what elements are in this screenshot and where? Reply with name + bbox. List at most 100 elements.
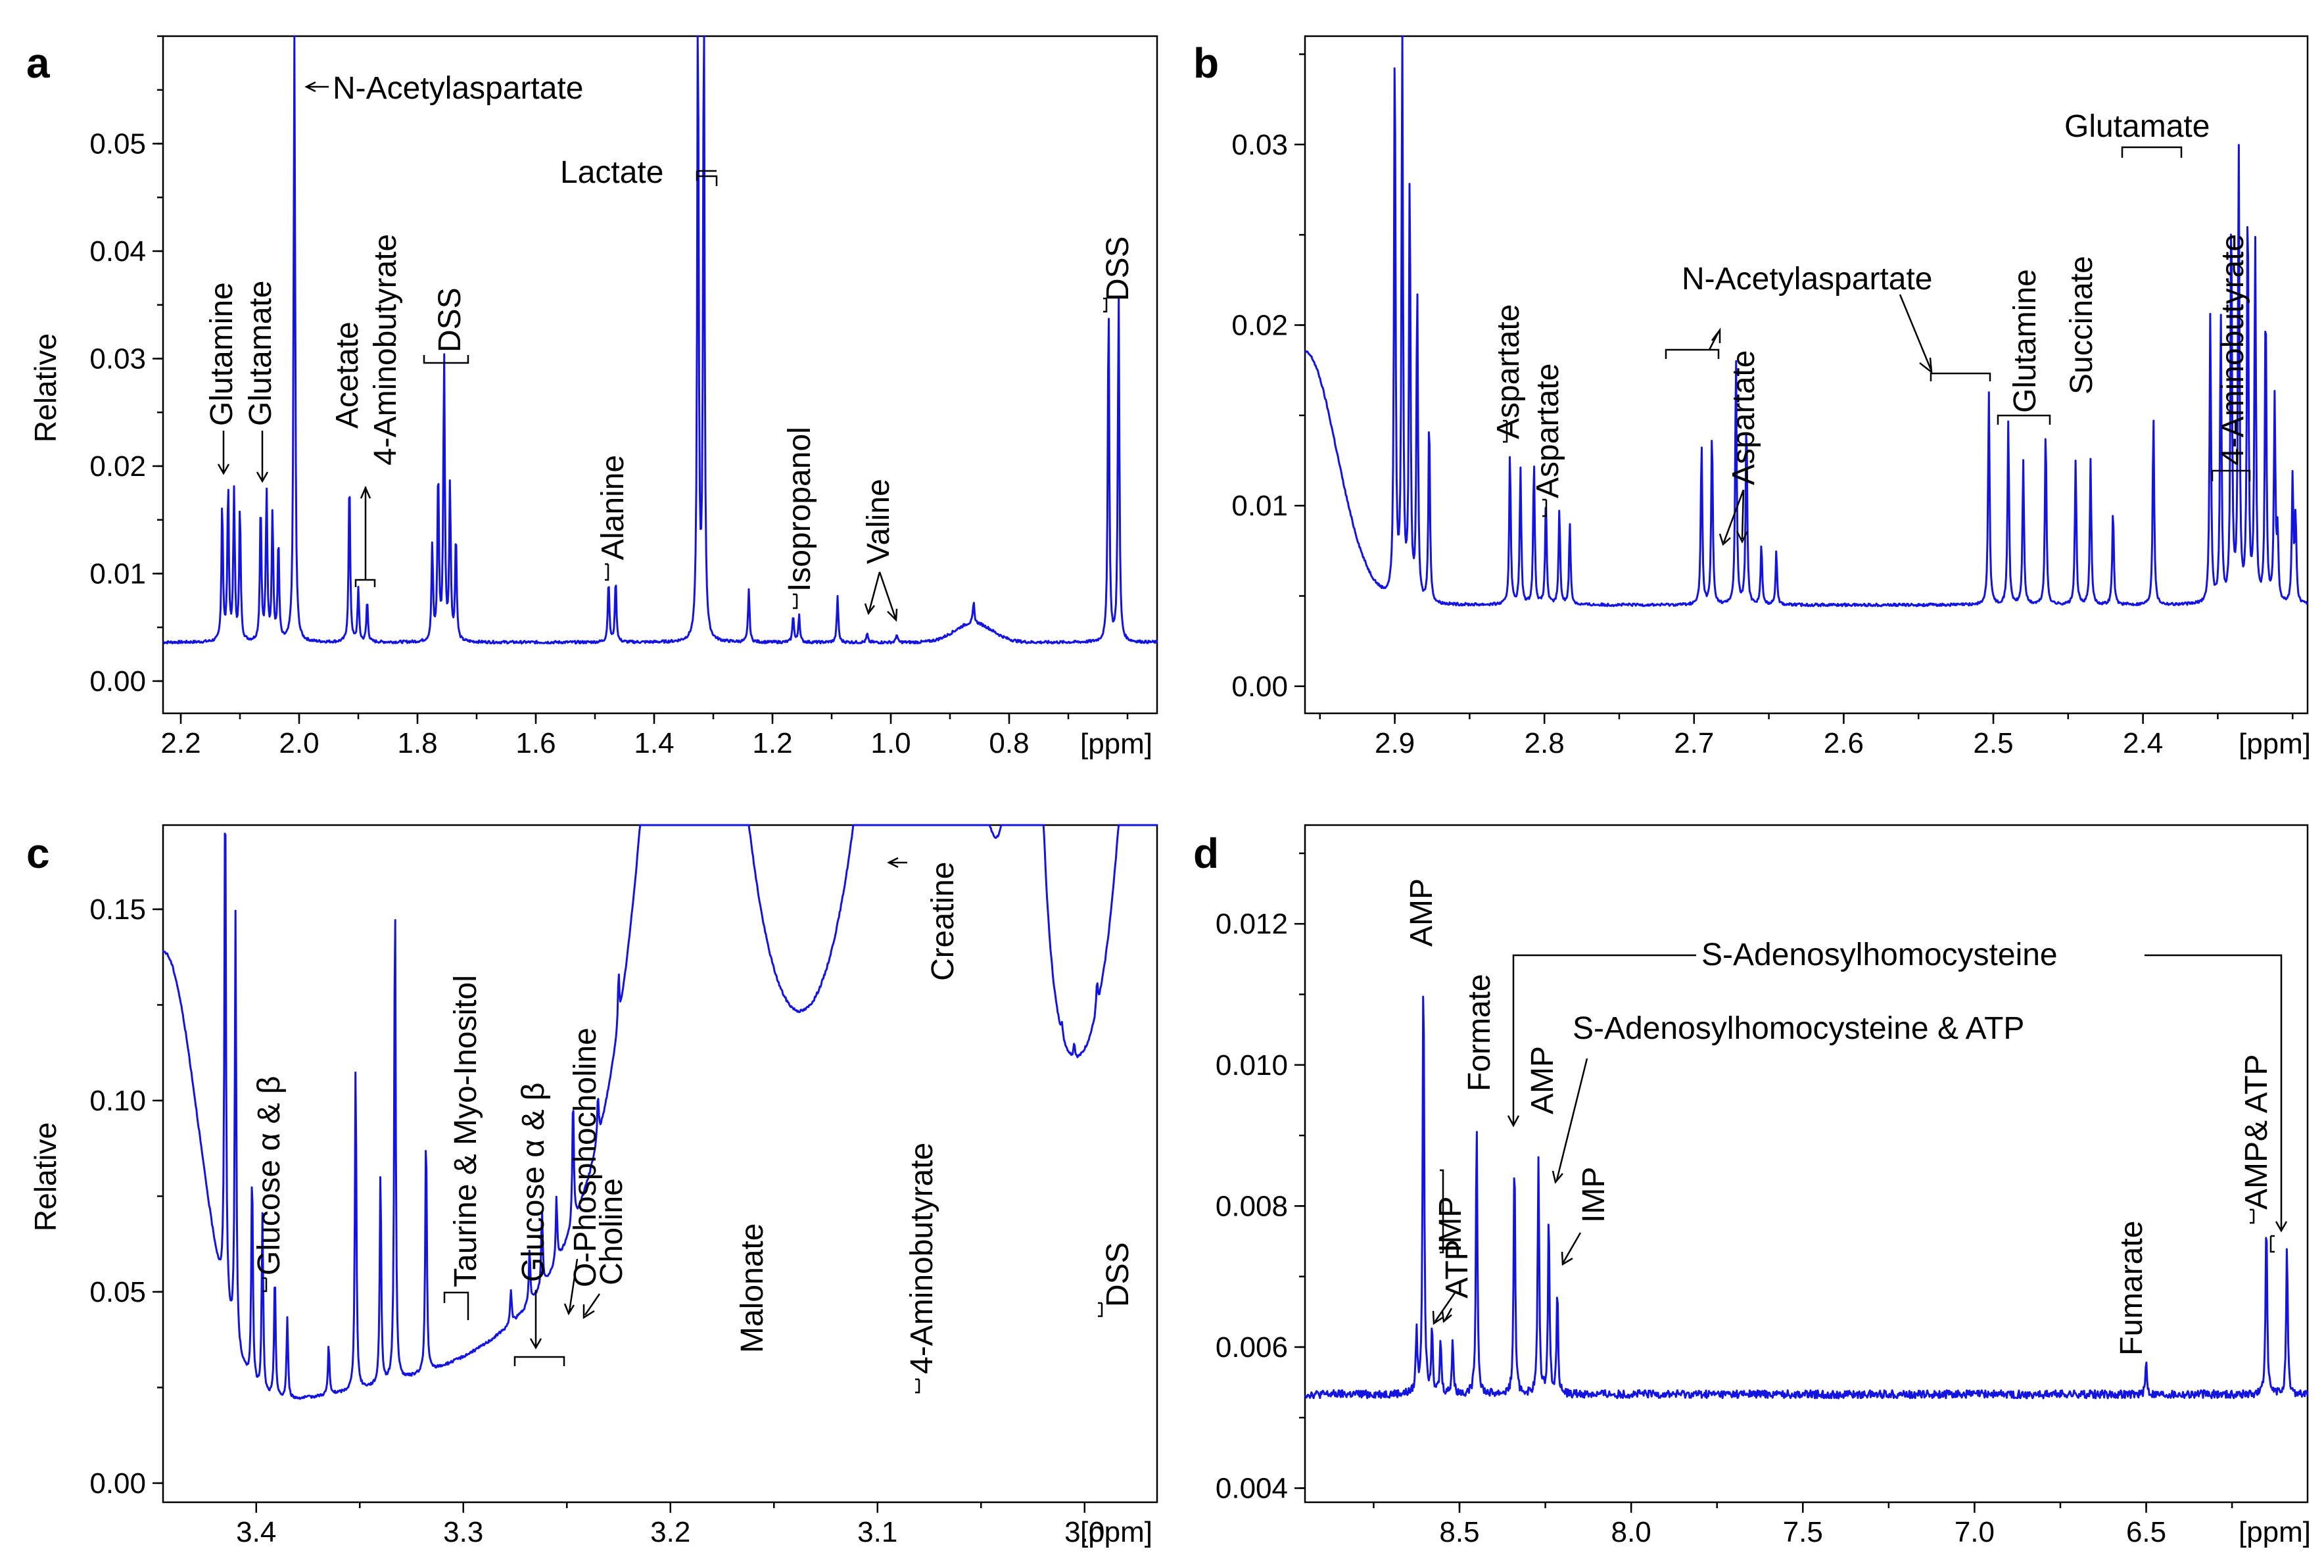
panel-b-spectrum <box>1304 35 2308 607</box>
anno-a-glutamine-arrow <box>217 431 230 475</box>
anno-b-gaba: 4-Aminobutyrate <box>2216 234 2250 465</box>
anno-d-fumarate: Fumarate <box>2114 1221 2149 1356</box>
panel-letter-d: d <box>1193 830 1219 877</box>
anno-b-aspartate1: Aspartate <box>1491 304 1526 439</box>
panel-d: d 8.5 8.0 7.5 7.0 6.5 0.004 0.006 0.008 0.010 0.0… <box>1193 824 2311 1548</box>
panel-b-axes: 2.9 2.8 2.7 2.6 2.5 2.4 0.00 0.01 0.02 0.03 <box>1231 35 2309 759</box>
anno-a-naa-arrow <box>304 81 329 93</box>
panel-a-xtick-label: 0.8 <box>989 727 1029 759</box>
anno-a-valine-arrows <box>864 571 898 622</box>
anno-b-gln-bracket <box>1997 414 2051 425</box>
anno-d-ampatp-bracket <box>2250 1208 2288 1253</box>
anno-a-dss1-bracket <box>423 355 469 364</box>
panel-b-ytick-label: 0.03 <box>1231 129 1288 161</box>
panel-a-frame <box>162 35 1158 715</box>
panel-b-ytick-label: 0.02 <box>1231 309 1288 341</box>
panel-c: c 3.4 3.3 3.2 3.1 3.0 0.00 0.05 0.10 0.15 Relati… <box>26 824 1158 1548</box>
anno-b-naa: N-Acetylaspartate <box>1682 262 1933 297</box>
panel-letter-c: c <box>26 830 50 877</box>
panel-a-xtick-label: 1.8 <box>397 727 437 759</box>
panel-d-ytick-label: 0.010 <box>1216 1049 1288 1081</box>
anno-b-naa-bracket2 <box>1899 294 1991 381</box>
panel-b-xtick-label: 2.7 <box>1674 727 1714 759</box>
anno-c-creatine-arrow <box>887 857 907 868</box>
anno-a-naa: N-Acetylaspartate <box>333 71 584 106</box>
anno-c-choline-arrow <box>582 1293 601 1319</box>
anno-b-asp3-arrows <box>1719 489 1749 546</box>
panel-d-xtick-label: 7.0 <box>1955 1516 1995 1548</box>
panel-a-ytick-label: 0.03 <box>89 343 146 375</box>
panel-b-xtick-label: 2.6 <box>1824 727 1864 759</box>
panel-d-frame <box>1304 824 2309 1504</box>
panel-a-ytick-label: 0.02 <box>89 450 146 483</box>
panel-b-xtick-label: 2.5 <box>1973 727 2013 759</box>
panel-d-spectrum <box>1304 995 2309 1400</box>
panel-c-ytick-label: 0.00 <box>89 1467 146 1500</box>
panel-a-xtick-label: 2.0 <box>279 727 319 759</box>
panel-c-ytick-label: 0.10 <box>89 1085 146 1117</box>
anno-a-dss1: DSS <box>433 287 467 352</box>
panel-c-xtick-label: 3.2 <box>650 1516 690 1548</box>
anno-c-taurine-bracket <box>443 1291 469 1320</box>
panel-d-axes: 8.5 8.0 7.5 7.0 6.5 0.004 0.006 0.008 0.010 0.012 <box>1216 824 2309 1548</box>
anno-a-glutamate: Glutamate <box>243 281 278 426</box>
panel-a: a 2.2 2.0 1.8 1.6 1.4 1.2 1.0 0.8 0.00 0.01 0.02 0.… <box>26 35 1158 760</box>
anno-a-dss2-bracket <box>1103 297 1108 313</box>
anno-b-glu-bracket <box>2121 146 2183 158</box>
panel-a-ytick-label: 0.04 <box>89 235 146 268</box>
panel-d-annotations: AMP IMP ATP Formate S-Adenosylhomocystei… <box>1404 878 2288 1356</box>
anno-c-glucose1: Glucose α & β <box>252 1076 287 1275</box>
anno-c-taurine: Taurine & Myo-Inositol <box>448 975 483 1287</box>
anno-b-asp2-bracket <box>1542 498 1548 517</box>
panel-a-xtick-label: 1.2 <box>752 727 792 759</box>
anno-d-amp1: AMP <box>1404 878 1439 947</box>
anno-c-glc2-bracket <box>513 1290 565 1366</box>
anno-d-sah-lines <box>1507 954 2283 1213</box>
anno-b-glutamine: Glutamine <box>2008 269 2043 413</box>
panel-d-xtick-label: 8.0 <box>1611 1516 1651 1548</box>
anno-b-aspartate2: Aspartate <box>1530 364 1565 498</box>
panel-b-ytick-label: 0.00 <box>1231 671 1288 703</box>
anno-c-malonate: Malonate <box>735 1224 770 1353</box>
panel-d-ytick-label: 0.008 <box>1216 1190 1288 1222</box>
anno-c-gaba-bracket <box>915 1378 920 1394</box>
anno-c-pc-arrow <box>563 1258 579 1316</box>
anno-a-lactate: Lactate <box>560 155 663 190</box>
panel-d-ytick-label: 0.006 <box>1216 1331 1288 1364</box>
anno-a-acetate: Acetate <box>330 321 365 429</box>
anno-b-naa-bracket1 <box>1665 327 1721 359</box>
anno-b-asp1-bracket <box>1503 419 1508 443</box>
anno-c-choline: Choline <box>594 1178 629 1285</box>
anno-a-alanine-bracket <box>605 563 609 581</box>
anno-a-glutamine: Glutamine <box>204 282 239 426</box>
panel-c-annotations: Glucose α & β Taurine & Myo-Inositol Glu… <box>252 857 1135 1394</box>
anno-a-dss2: DSS <box>1101 236 1135 301</box>
panel-b-xtick-label: 2.4 <box>2123 727 2163 759</box>
panel-a-xtick-label: 1.0 <box>870 727 911 759</box>
anno-a-lactate-bracket <box>696 170 718 186</box>
anno-a-gaba-bracket <box>354 487 376 587</box>
anno-b-succinate: Succinate <box>2064 256 2099 394</box>
panel-a-axes: 2.2 2.0 1.8 1.6 1.4 1.2 1.0 0.8 0.00 0.01 0.02 0.03… <box>89 35 1158 759</box>
panel-a-xtick-label: 2.2 <box>160 727 201 759</box>
panel-b-xtick-label: 2.9 <box>1375 727 1415 759</box>
anno-d-sah: S-Adenosylhomocysteine <box>1701 938 2058 972</box>
anno-d-amp2: AMP <box>1525 1046 1560 1114</box>
panel-letter-b: b <box>1193 39 1219 87</box>
panel-c-ylabel: Relative <box>28 1122 62 1231</box>
panel-d-ytick-label: 0.004 <box>1216 1473 1288 1505</box>
anno-d-atp: ATP <box>1440 1239 1475 1298</box>
anno-c-phosphocholine: O-Phosphocholine <box>568 1028 603 1287</box>
anno-c-dss-bracket <box>1098 1302 1103 1318</box>
panel-d-xtick-label: 7.5 <box>1783 1516 1823 1548</box>
panel-a-ytick-label: 0.01 <box>89 558 146 590</box>
anno-d-imp1-bracket <box>1440 1169 1444 1254</box>
anno-a-valine: Valine <box>861 479 896 564</box>
anno-a-gaba: 4-Aminobutyrate <box>368 234 403 465</box>
panel-a-xtick-label: 1.4 <box>634 727 674 759</box>
anno-c-glucose2: Glucose α & β <box>516 1083 551 1282</box>
panel-b-annotations: Aspartate Aspartate N-Acetylaspartate As… <box>1491 109 2251 546</box>
panel-b-ytick-label: 0.01 <box>1231 490 1288 522</box>
anno-c-gaba: 4-Aminobutyrate <box>905 1143 939 1374</box>
